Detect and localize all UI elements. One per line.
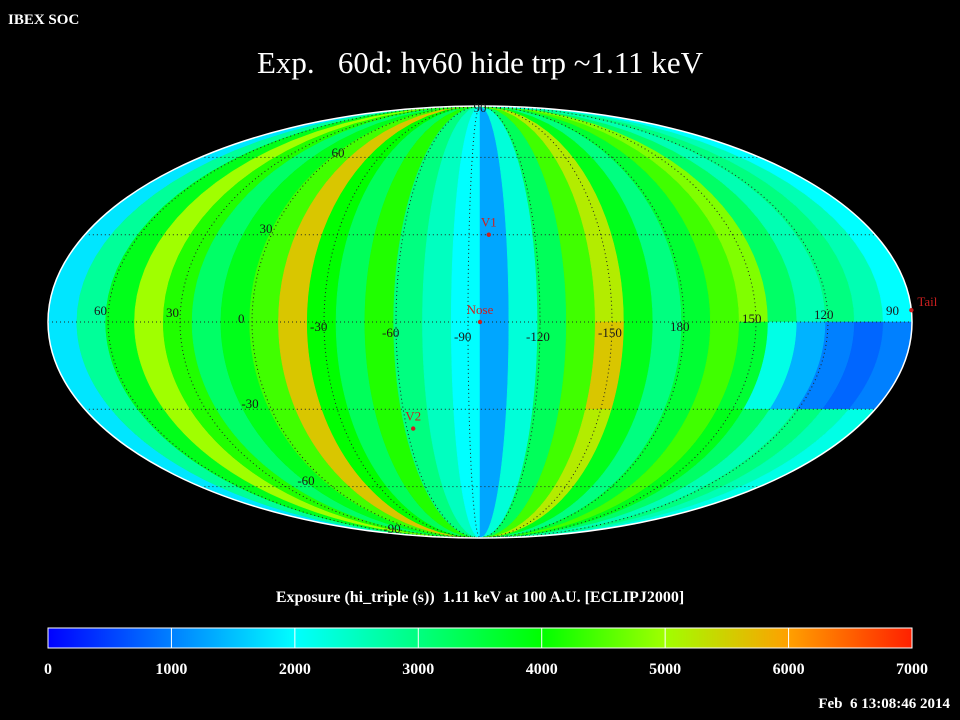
map-outline xyxy=(47,105,913,539)
lon-label: -30 xyxy=(310,319,327,334)
colorbar-tick-label: 6000 xyxy=(773,661,805,678)
lon-label: 0 xyxy=(238,311,245,326)
lat-label: 90 xyxy=(474,100,487,115)
lon-label: 150 xyxy=(742,311,762,326)
lat-label: -90 xyxy=(383,521,400,536)
colorbar-tick-label: 1000 xyxy=(155,661,187,678)
lon-label: -90 xyxy=(454,329,471,344)
colorbar-tick-label: 2000 xyxy=(279,661,311,678)
marker-label: V1 xyxy=(481,215,497,230)
lon-label: 120 xyxy=(814,307,834,322)
lat-label: 60 xyxy=(332,145,345,160)
lat-label: -60 xyxy=(297,473,314,488)
colorbar-tick-label: 7000 xyxy=(896,661,928,678)
map-title: Exp. 60d: hv60 hide trp ~1.11 keV xyxy=(257,45,704,80)
lon-label: -120 xyxy=(526,329,550,344)
marker-label: Tail xyxy=(917,294,937,309)
meridian xyxy=(179,105,481,539)
meridian xyxy=(467,105,481,539)
graticule xyxy=(48,105,912,539)
lon-label: -60 xyxy=(382,325,399,340)
lat-label: -30 xyxy=(241,396,258,411)
lon-label: 30 xyxy=(166,305,179,320)
marker-label: Nose xyxy=(467,302,494,317)
map-cells xyxy=(48,106,912,538)
lat-label: 30 xyxy=(260,221,273,236)
marker-point xyxy=(909,307,914,313)
marker-point xyxy=(411,426,416,431)
meridian xyxy=(479,105,829,539)
app-label: IBEX SOC xyxy=(8,12,79,28)
meridian xyxy=(479,105,757,539)
lon-label: -150 xyxy=(598,325,622,340)
meridian xyxy=(107,105,481,539)
colorbar-tick-label: 4000 xyxy=(526,661,558,678)
colorbar-title: Exposure (hi_triple (s)) 1.11 keV at 100… xyxy=(276,589,684,606)
meridian xyxy=(323,105,481,539)
meridian xyxy=(479,105,685,539)
lon-label: 90 xyxy=(886,303,899,318)
map-cell xyxy=(422,321,454,410)
colorbar-tick-label: 3000 xyxy=(402,661,434,678)
map-cell xyxy=(479,321,510,410)
colorbar-tick-label: 0 xyxy=(44,661,52,678)
colorbar-ticks: 0 1000 2000 3000 4000 5000 6000 7000 xyxy=(44,628,928,678)
meridian xyxy=(251,105,481,539)
marker-point xyxy=(486,232,491,237)
colorbar-tick-label: 5000 xyxy=(649,661,681,678)
lon-label: 60 xyxy=(94,303,107,318)
timestamp: Feb 6 13:08:46 2014 xyxy=(818,696,950,712)
lon-label: 180 xyxy=(670,319,690,334)
colorbar xyxy=(47,627,913,649)
map-labels: 60 30 0 -30 -60 -90 -120 -150 180 150 120 90 90 60 30 -… xyxy=(94,100,938,536)
marker-label: V2 xyxy=(405,409,421,424)
meridian xyxy=(479,105,541,539)
marker-point xyxy=(477,319,483,325)
